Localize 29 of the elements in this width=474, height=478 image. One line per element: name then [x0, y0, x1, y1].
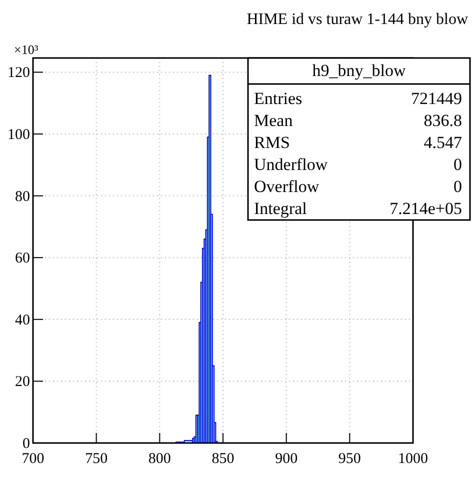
x-tick-label: 850	[212, 451, 234, 467]
annotation: Entries	[254, 89, 302, 108]
annotation: Mean	[254, 111, 294, 130]
annotation: RMS	[254, 133, 290, 152]
y-tick-label: 60	[15, 250, 30, 267]
x-tick-label: 700	[22, 451, 44, 467]
y-tick-label: 0	[22, 436, 30, 452]
y-tick-label: 120	[8, 65, 30, 82]
y-tick-label: 20	[15, 374, 30, 390]
text: 0	[454, 177, 462, 196]
x-tick-label: 1000	[398, 451, 428, 467]
chart-title: HIME id vs turaw 1-144 bny blow	[246, 11, 468, 28]
annotation: Overflow	[254, 177, 320, 196]
x-tick-label: 900	[275, 451, 298, 467]
x-tick-label: 750	[85, 451, 108, 467]
annotation: 7.214e+05	[390, 199, 462, 218]
annotation: h9_bny_blow	[312, 61, 406, 80]
text: 4.547	[424, 133, 462, 152]
annotation: 721449	[411, 89, 462, 108]
y-tick-label: 40	[15, 312, 30, 328]
y-tick-label: 80	[15, 188, 30, 205]
text: 0	[454, 155, 462, 174]
y-axis-title: ×10³	[14, 42, 38, 57]
x-tick-label: 950	[338, 451, 361, 467]
text: 836.8	[424, 111, 462, 130]
x-tick-label: 800	[148, 451, 171, 467]
annotation: Integral	[254, 199, 308, 218]
annotation: Underflow	[254, 155, 328, 174]
y-tick-label: 100	[8, 127, 30, 144]
